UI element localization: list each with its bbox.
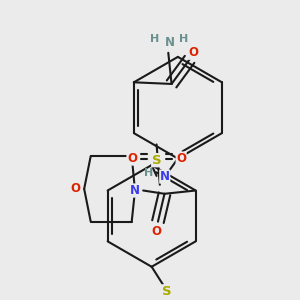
Text: O: O xyxy=(70,182,80,195)
Text: N: N xyxy=(160,170,170,183)
Text: S: S xyxy=(162,285,171,298)
Text: O: O xyxy=(176,152,186,165)
Text: N: N xyxy=(130,184,140,197)
Text: O: O xyxy=(151,225,161,238)
Text: N: N xyxy=(165,36,175,50)
Text: H: H xyxy=(144,168,154,178)
Text: H: H xyxy=(179,34,189,44)
Text: O: O xyxy=(127,152,137,165)
Text: S: S xyxy=(152,154,161,167)
Text: O: O xyxy=(188,46,199,59)
Text: H: H xyxy=(150,34,159,44)
